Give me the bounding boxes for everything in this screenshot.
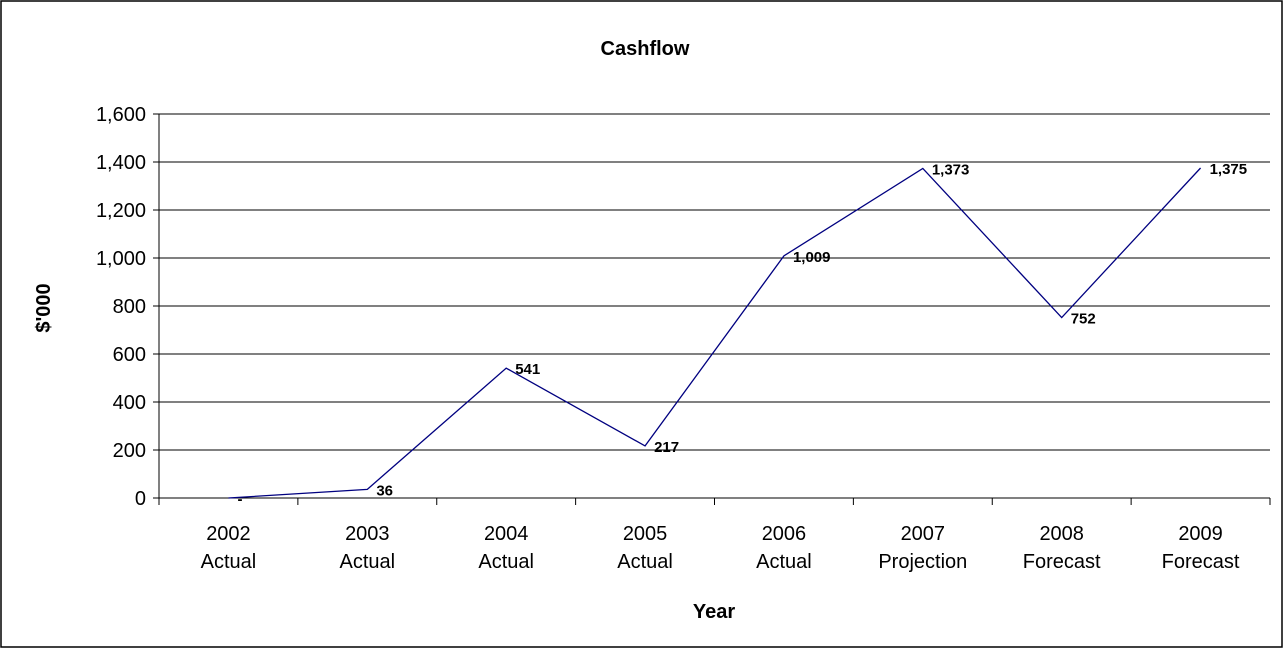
y-tick-label-2: 400 bbox=[113, 392, 146, 414]
y-tick-label-7: 1,400 bbox=[96, 152, 146, 174]
data-label-2: 541 bbox=[515, 361, 540, 378]
data-label-3: 217 bbox=[654, 439, 679, 456]
x-axis-title: Year bbox=[693, 601, 735, 623]
series-line bbox=[228, 167, 1202, 499]
data-label-5: 1,373 bbox=[932, 161, 970, 178]
plot-area: 0 200 400 600 800 1,000 1,200 1,400 1,600 2002 Act… bbox=[96, 104, 1271, 573]
y-tick-label-3: 600 bbox=[113, 344, 146, 366]
y-tick-label-6: 1,200 bbox=[96, 200, 146, 222]
data-label-4: 1,009 bbox=[793, 249, 831, 266]
y-tick-label-1: 200 bbox=[113, 440, 146, 462]
x-tick-label-2: 2004 Actual bbox=[478, 523, 534, 573]
x-tick-label-3: 2005 Actual bbox=[617, 523, 673, 573]
x-tick-label-0: 2002 Actual bbox=[201, 523, 257, 573]
y-tick-label-8: 1,600 bbox=[96, 104, 146, 126]
x-tick-label-1: 2003 Actual bbox=[340, 523, 396, 573]
chart-title: Cashflow bbox=[601, 38, 690, 60]
x-tick-label-4: 2006 Actual bbox=[756, 523, 812, 573]
x-tick-label-7: 2009 Forecast bbox=[1162, 523, 1240, 573]
data-label-0: - bbox=[237, 491, 242, 508]
y-axis-title: $'000 bbox=[33, 283, 55, 332]
y-tick-label-4: 800 bbox=[113, 296, 146, 318]
x-tick-label-6: 2008 Forecast bbox=[1023, 523, 1101, 573]
y-tick-label-0: 0 bbox=[135, 488, 146, 510]
data-label-6: 752 bbox=[1071, 311, 1096, 328]
data-label-7: 1,375 bbox=[1210, 161, 1248, 178]
y-tick-label-5: 1,000 bbox=[96, 248, 146, 270]
x-tick-label-5: 2007 Projection bbox=[878, 523, 967, 573]
data-label-1: 36 bbox=[376, 482, 393, 499]
